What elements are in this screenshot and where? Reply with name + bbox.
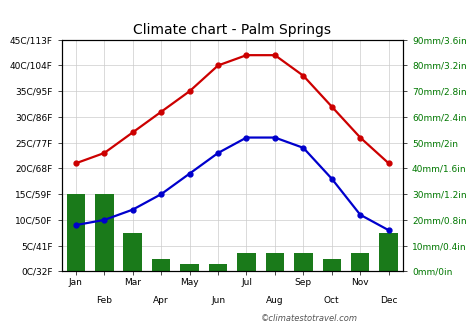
Text: Apr: Apr bbox=[154, 297, 169, 306]
Text: ©climatestotravel.com: ©climatestotravel.com bbox=[261, 314, 358, 323]
Text: Aug: Aug bbox=[266, 297, 284, 306]
Bar bbox=[379, 233, 398, 271]
Bar bbox=[152, 259, 170, 271]
Bar bbox=[209, 264, 227, 271]
Bar bbox=[351, 254, 369, 271]
Text: Feb: Feb bbox=[96, 297, 112, 306]
Bar bbox=[237, 254, 255, 271]
Bar bbox=[265, 254, 284, 271]
Bar bbox=[66, 194, 85, 271]
Bar bbox=[95, 194, 113, 271]
Text: Jun: Jun bbox=[211, 297, 225, 306]
Bar bbox=[123, 233, 142, 271]
Bar bbox=[294, 254, 312, 271]
Text: Dec: Dec bbox=[380, 297, 397, 306]
Title: Climate chart - Palm Springs: Climate chart - Palm Springs bbox=[133, 23, 331, 37]
Bar bbox=[322, 259, 341, 271]
Bar bbox=[180, 264, 199, 271]
Text: Oct: Oct bbox=[324, 297, 339, 306]
